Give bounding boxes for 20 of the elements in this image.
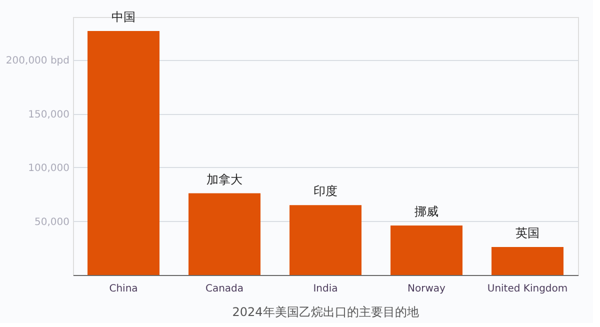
y-tick-label: 100,000 [28, 163, 70, 174]
y-tick-label: 50,000 [34, 216, 70, 228]
x-tick-label: Norway [408, 284, 446, 294]
annotation: 印度 [314, 184, 338, 198]
x-tick-label: China [109, 284, 138, 294]
x-tick-label: India [313, 284, 338, 294]
y-tick-label: 150,000 [28, 109, 70, 120]
bar [188, 193, 260, 275]
bar [290, 205, 362, 275]
bar [492, 247, 564, 275]
annotation: 挪威 [414, 204, 438, 219]
bar [390, 226, 462, 275]
bar [88, 30, 160, 275]
x-tick-label: Canada [205, 284, 244, 294]
y-tick-label: 200,000 bpd [6, 56, 70, 66]
x-tick-label: United Kingdom [487, 284, 568, 294]
text: 2024年美国乙烷出口的主要目的地 [232, 305, 419, 319]
annotation: 中国 [112, 10, 136, 24]
annotation: 加拿大 [206, 172, 242, 186]
annotation: 英国 [516, 226, 540, 240]
